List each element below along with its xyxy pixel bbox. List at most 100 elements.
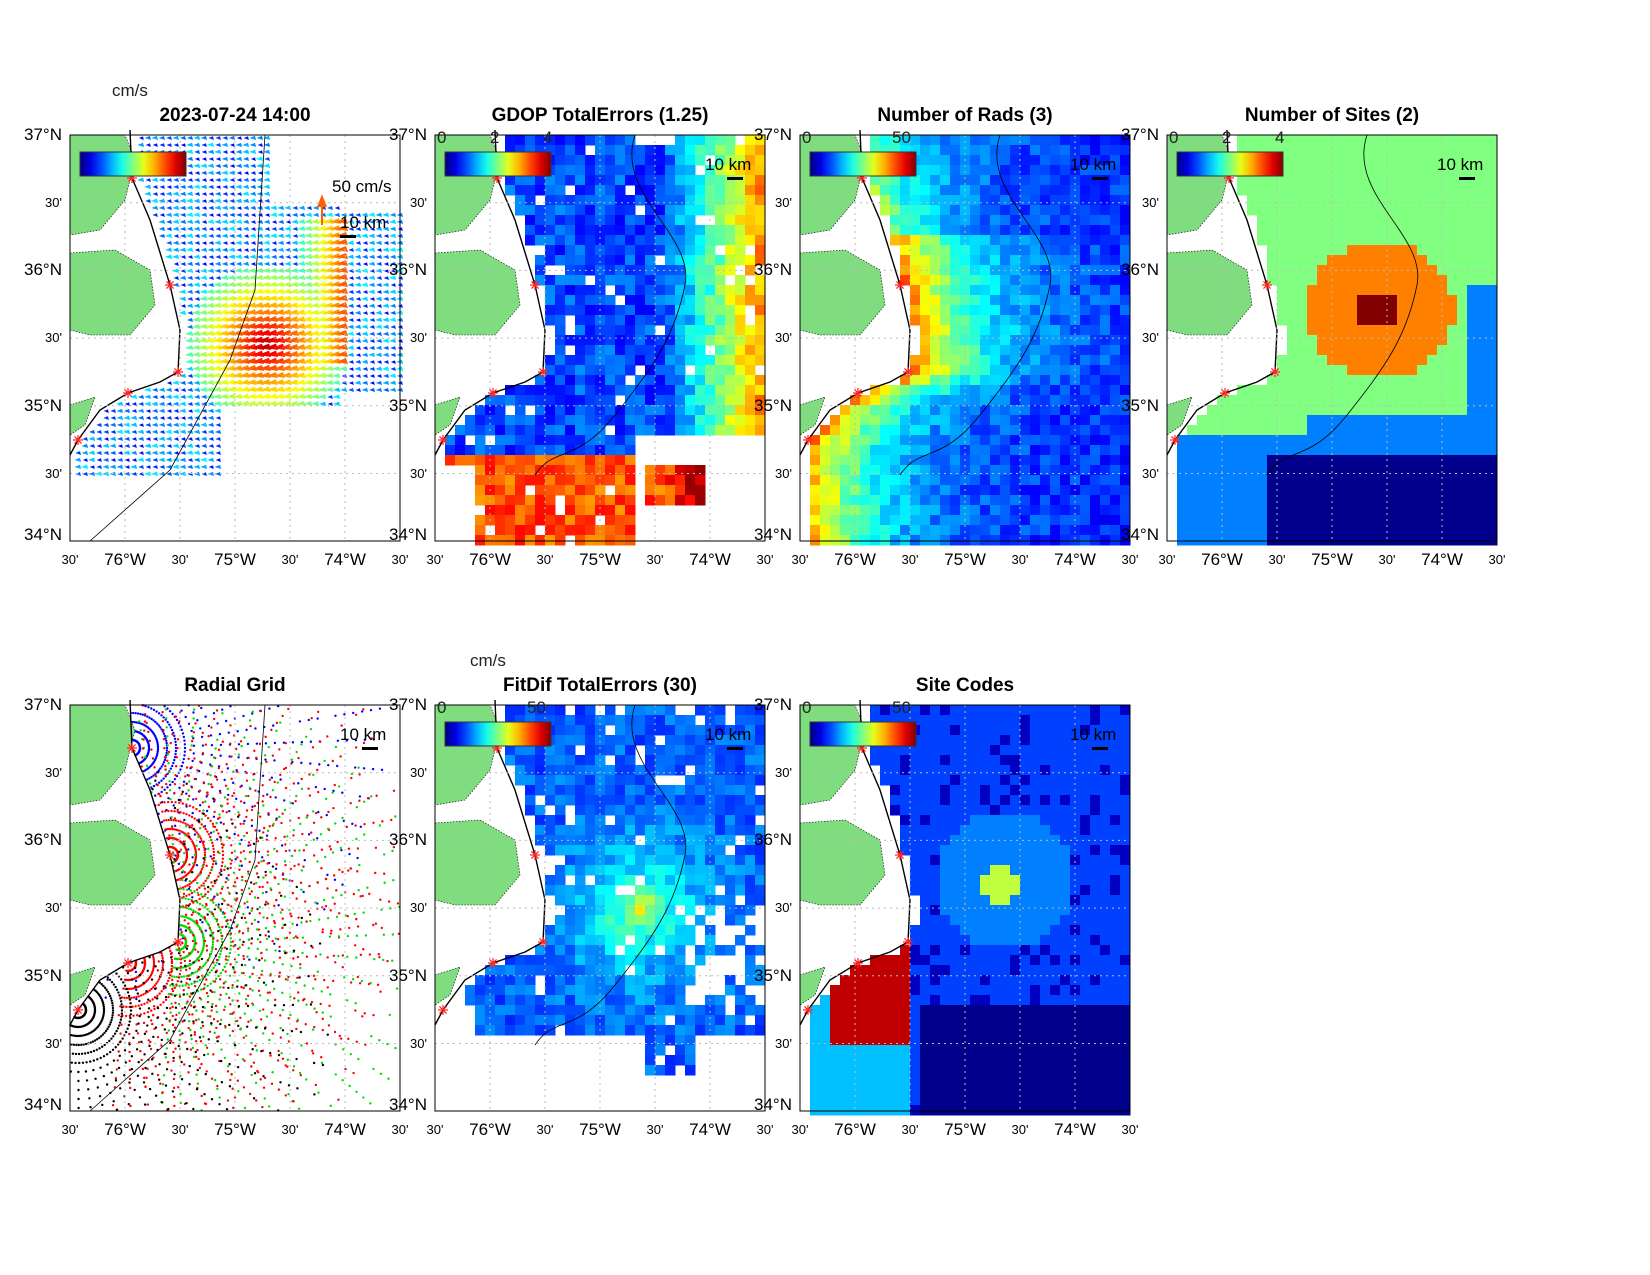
cell: [695, 295, 706, 306]
cell: [605, 135, 616, 146]
cell: [1387, 325, 1398, 336]
cell: [950, 305, 961, 316]
cell: [930, 525, 941, 536]
cell: [1427, 525, 1438, 536]
cell: [1397, 215, 1408, 226]
cell: [615, 425, 626, 436]
current-vector: [131, 430, 137, 434]
cell: [1020, 495, 1031, 506]
cell: [1367, 195, 1378, 206]
current-vector: [253, 386, 264, 392]
current-vector: [329, 323, 341, 329]
current-vector: [191, 344, 201, 350]
cell: [615, 225, 626, 236]
current-vector: [117, 451, 123, 455]
cell: [1477, 405, 1488, 416]
cell: [745, 395, 756, 406]
cell: [1317, 265, 1328, 276]
cell: [555, 415, 566, 426]
cell: [485, 465, 496, 476]
cell: [685, 135, 696, 146]
site-marker: [123, 388, 133, 398]
cell: [1417, 455, 1428, 466]
cell: [565, 335, 576, 346]
radial-point: [163, 758, 167, 762]
cell: [880, 465, 891, 476]
cell: [725, 305, 736, 316]
cell: [1000, 235, 1011, 246]
current-vector: [256, 233, 264, 238]
current-vector: [297, 240, 306, 245]
current-vector: [239, 386, 250, 392]
cell: [1010, 395, 1021, 406]
cell: [1307, 295, 1318, 306]
cell: [1100, 215, 1111, 226]
cell: [745, 325, 756, 336]
current-vector: [194, 150, 200, 154]
current-vector: [179, 464, 187, 469]
current-vector: [226, 400, 236, 406]
current-vector: [310, 295, 320, 301]
cell: [525, 445, 536, 456]
cell: [685, 395, 696, 406]
cell: [725, 285, 736, 296]
current-vector: [218, 358, 229, 364]
cell: [635, 185, 646, 196]
current-vector: [362, 262, 368, 266]
cell: [725, 335, 736, 346]
current-vector: [316, 323, 327, 329]
current-vector: [88, 450, 96, 455]
cell: [1397, 245, 1408, 256]
cell: [1337, 295, 1348, 306]
cell: [1477, 475, 1488, 486]
cell: [675, 495, 686, 506]
radial-point: [227, 731, 230, 734]
cell: [1000, 485, 1011, 496]
cell: [1277, 305, 1288, 316]
cell: [685, 465, 696, 476]
cell: [565, 425, 576, 436]
current-vector: [208, 465, 214, 469]
cell: [1237, 455, 1248, 466]
cell: [1477, 205, 1488, 216]
cell: [685, 325, 696, 336]
cell: [1377, 475, 1388, 486]
cell: [1247, 485, 1258, 496]
cell: [860, 515, 871, 526]
current-vector: [303, 288, 313, 294]
cell: [1120, 175, 1131, 186]
cell: [1110, 455, 1121, 466]
cell: [1030, 535, 1041, 546]
x-tick-label: 30': [536, 552, 554, 567]
cell: [1297, 365, 1308, 376]
cell: [675, 415, 686, 426]
x-tick-label: 30': [426, 552, 444, 567]
cell: [920, 335, 931, 346]
cell: [1100, 355, 1111, 366]
current-vector: [261, 274, 271, 280]
cell: [1307, 195, 1318, 206]
cell: [1467, 345, 1478, 356]
cell: [1247, 525, 1258, 536]
current-vector: [172, 471, 180, 476]
cell: [1307, 385, 1318, 396]
current-vector: [277, 233, 285, 238]
cell: [755, 355, 766, 366]
current-vector: [211, 309, 222, 315]
cell: [1457, 495, 1468, 506]
cell: [1267, 275, 1278, 286]
cell: [1267, 175, 1278, 186]
current-vector: [186, 219, 194, 224]
cell: [1237, 185, 1248, 196]
cell: [545, 145, 556, 156]
cell: [1317, 165, 1328, 176]
cell: [1100, 485, 1111, 496]
current-vector: [291, 219, 299, 224]
current-vector: [303, 282, 313, 287]
current-vector: [323, 281, 334, 287]
y-tick-label: 30': [45, 194, 62, 210]
scale-bar-label: 10 km: [1070, 155, 1117, 174]
cell: [880, 445, 891, 456]
cell: [930, 485, 941, 496]
radial-point: [156, 744, 160, 748]
